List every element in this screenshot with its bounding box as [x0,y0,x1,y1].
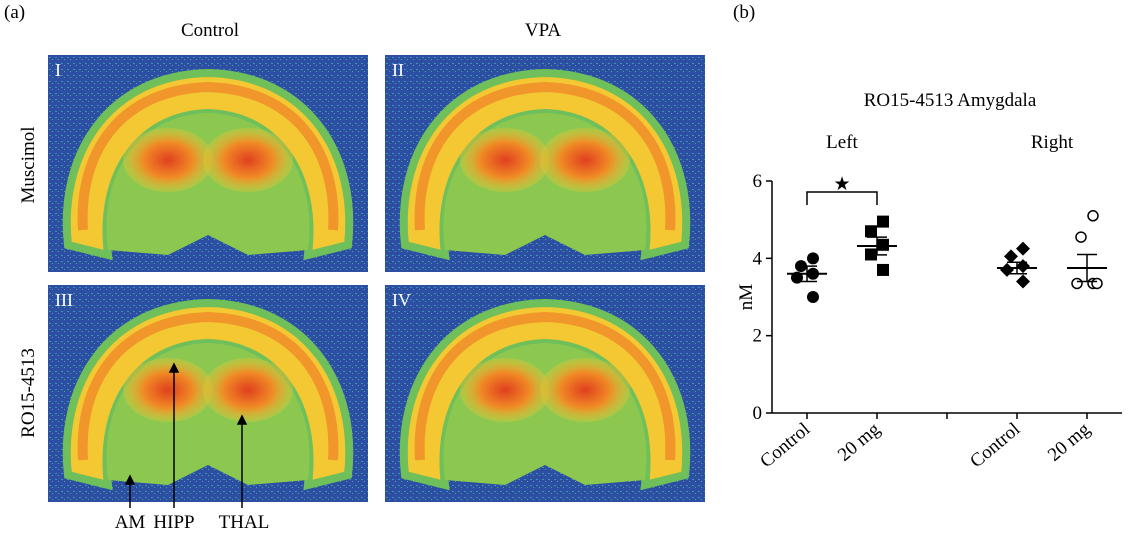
y-axis-label: nM [736,284,757,311]
annotation: AM [115,512,146,533]
autoradiograph [48,55,368,272]
x-tick-label: 20 mg [1044,418,1095,465]
x-tick-label: Control [756,419,814,472]
error-bar [1077,253,1097,283]
autoradiograph [385,55,705,272]
chart-title: RO15-4513 Amygdala [864,90,1037,111]
data-point [1087,210,1099,222]
annotation: HIPP [153,512,194,533]
data-point [1016,274,1030,289]
annotation: THAL [219,512,270,533]
panel-label: (b) [733,2,755,23]
error-bar [867,236,887,256]
data-point [877,263,889,276]
image-label: IV [392,290,411,310]
chart: (b) RO15-4513 Amygdala nM 0 2 4 6 Left Right Cont… [733,2,1122,472]
data-point [1004,249,1018,264]
y-tick-label: 0 [753,403,763,424]
error-bar [797,265,817,283]
error-bar [1007,261,1027,275]
significance-bracket [806,191,878,205]
data-point [807,291,819,303]
x-tick-label: 20 mg [834,418,885,465]
data-point [877,215,889,228]
data-point [1091,277,1103,290]
row-label: RO15-4513 [18,348,39,438]
group-label: Right [1031,132,1074,153]
x-tick-label: Control [966,419,1024,472]
column-label: Control [181,20,239,41]
autoradiograph [48,285,368,502]
image-label: I [55,60,61,80]
column-label: VPA [525,20,562,41]
y-tick-label: 6 [753,171,763,192]
data-point [1071,277,1083,290]
image-label: II [392,60,404,80]
data-point [865,225,877,238]
row-label: Muscimol [18,126,39,203]
data-point [1075,231,1087,243]
y-tick-label: 4 [753,248,763,269]
data-point [1016,241,1030,256]
data-point [807,252,819,265]
y-tick-label: 2 [753,326,763,347]
group-label: Left [826,132,858,153]
image-label: III [55,290,73,310]
panel-label: (a) [4,2,25,23]
data-point [1016,259,1030,274]
arrows [124,362,248,508]
data-point [877,238,889,251]
autoradiograph [385,285,705,502]
data-point [1000,262,1014,277]
significance-label: ★ [833,174,850,195]
